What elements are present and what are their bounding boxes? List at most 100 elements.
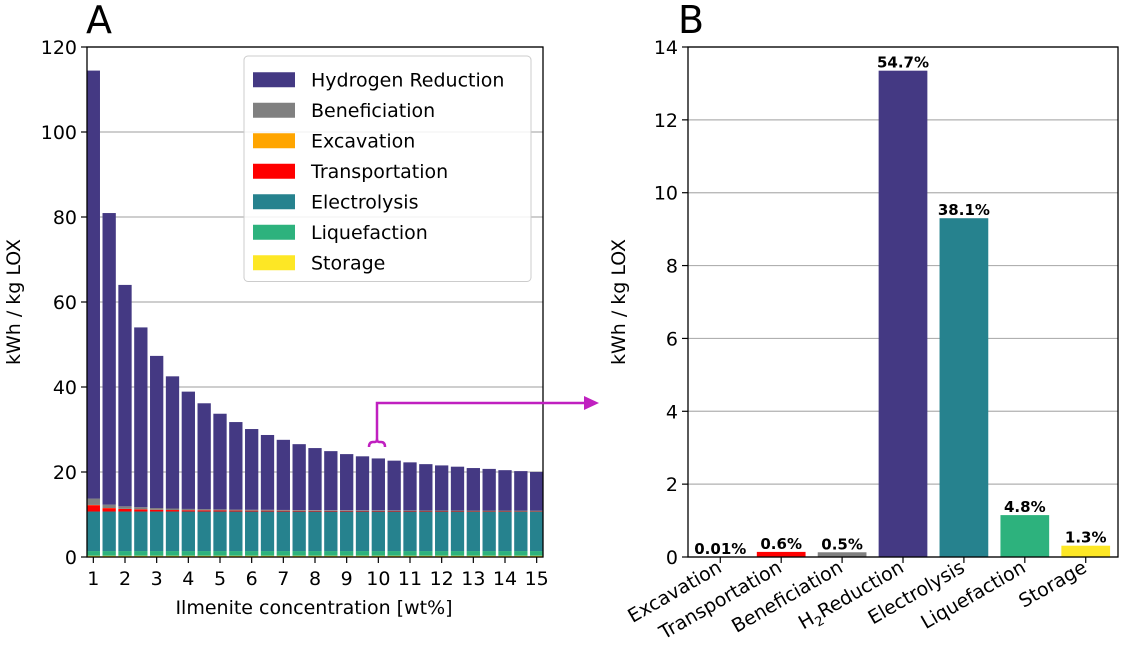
data-label: 1.3% [1065,529,1107,547]
y-tick-label: 60 [53,292,77,314]
bar-segment-hydrogen-reduction [181,391,195,509]
y-tick-label: 12 [654,110,678,132]
bar-segment-beneficiation [150,508,164,510]
bar-segment-electrolysis [150,511,164,552]
x-tick-label: 6 [246,568,258,590]
bar-segment-beneficiation [450,510,465,511]
bar-segment-hydrogen-reduction [498,470,512,511]
bar-segment-liquefaction [340,551,354,556]
legend-swatch [253,255,295,271]
bar-segment-electrolysis [355,511,370,552]
bar-segment-transportation [308,510,322,512]
x-tick-label: 1 [87,568,99,590]
bar-segment-beneficiation [134,507,148,510]
bar-segment-electrolysis [514,511,528,552]
bar-segment-transportation [197,510,211,512]
bar-segment-liquefaction [450,551,465,556]
zoom-annotation [367,396,599,448]
bar-segment-transportation [276,510,290,512]
x-tick-label: 10 [366,568,390,590]
bar-segment-electrolysis [86,511,100,552]
data-label: 0.01% [694,540,746,558]
bar-segment-liquefaction [371,551,385,556]
bar-segment-transportation [324,510,338,512]
bar-segment-beneficiation [118,506,132,509]
bar-segment-transportation [213,510,227,512]
bar-segment-electrolysis [482,511,496,552]
bar-segment-liquefaction [403,551,417,556]
bar-segment-electrolysis [308,511,322,552]
bar-segment-beneficiation [355,510,370,511]
bar-segment-electrolysis [134,511,148,552]
bar-segment-hydrogen-reduction [292,444,306,511]
bar-segment-beneficiation [324,510,338,511]
bar-segment-liquefaction [530,551,544,556]
x-tick-label: 9 [341,568,353,590]
bar-segment-hydrogen-reduction [197,403,211,510]
bar-segment-liquefaction [387,551,401,556]
bar-segment-beneficiation [419,510,433,511]
bar-segment-electrolysis [387,511,401,552]
bar-segment-beneficiation [165,508,180,510]
bar-segment-hydrogen-reduction [324,451,338,511]
bar-segment-electrolysis [419,511,433,552]
annotation-arrow-line [375,401,586,438]
bar-segment-beneficiation [197,509,211,511]
bar-segment-hydrogen-reduction [245,429,259,510]
bar-segment-transportation [403,510,417,512]
bar-segment-hydrogen-reduction [355,456,370,511]
bar-segment-transportation [419,511,433,512]
bar-segment-transportation [102,508,116,512]
bar-segment-beneficiation [387,510,401,511]
bar-segment-liquefaction [276,551,290,556]
bar-segment-electrolysis [498,511,512,552]
panel-b-letter: B [678,0,704,42]
y-tick-label: 10 [654,183,678,205]
bar-segment-hydrogen-reduction [134,327,148,508]
bar-segment-liquefaction [213,551,227,556]
bar-segment-hydrogen-reduction [86,70,100,499]
bar-segment-hydrogen-reduction [118,284,132,507]
data-label: 38.1% [938,201,990,219]
panel-a-y-axis-label: kWh / kg LOX [3,239,25,365]
bar-segment-liquefaction [355,551,370,556]
bar-segment-electrolysis [181,511,195,552]
bar-segment-beneficiation [260,509,275,511]
bar-segment-hydrogen-reduction [308,448,322,511]
bar-segment-electrolysis [371,511,385,552]
legend-swatch [253,163,295,179]
bar-segment-beneficiation [86,498,100,505]
bar-electrolysis [939,218,989,557]
bar-segment-transportation [435,511,449,512]
legend-label: Electrolysis [311,191,419,213]
bar-segment-hydrogen-reduction [102,213,116,505]
bar-segment-beneficiation [213,509,227,511]
panel-b-x-tick-labels: Excavation Transportation Beneficiation … [624,556,1090,644]
bar-segment-liquefaction [419,551,433,556]
bar-segment-beneficiation [229,509,243,511]
legend-label: Storage [311,252,385,274]
bar-segment-electrolysis [213,511,227,552]
bar-storage [1061,545,1111,557]
bar-segment-liquefaction [118,551,132,556]
bar-segment-beneficiation [181,508,195,511]
bar-segment-transportation [387,510,401,512]
bar-segment-transportation [371,510,385,512]
bar-segment-hydrogen-reduction [150,355,164,509]
bar-segment-hydrogen-reduction [403,462,417,511]
bar-segment-beneficiation [371,510,385,511]
bar-segment-liquefaction [102,551,116,556]
bar-segment-hydrogen-reduction [276,439,290,510]
bar-segment-beneficiation [403,510,417,511]
bar-segment-hydrogen-reduction [260,434,275,510]
y-tick-label: 8 [666,256,678,278]
bar-segment-electrolysis [435,511,449,552]
bar-segment-electrolysis [276,511,290,552]
annotation-brace [367,437,387,448]
bar-segment-transportation [355,510,370,512]
bar-segment-liquefaction [150,551,164,556]
x-tick-label: 11 [398,568,422,590]
panel-a-letter: A [86,0,112,42]
bar-segment-electrolysis [102,511,116,552]
